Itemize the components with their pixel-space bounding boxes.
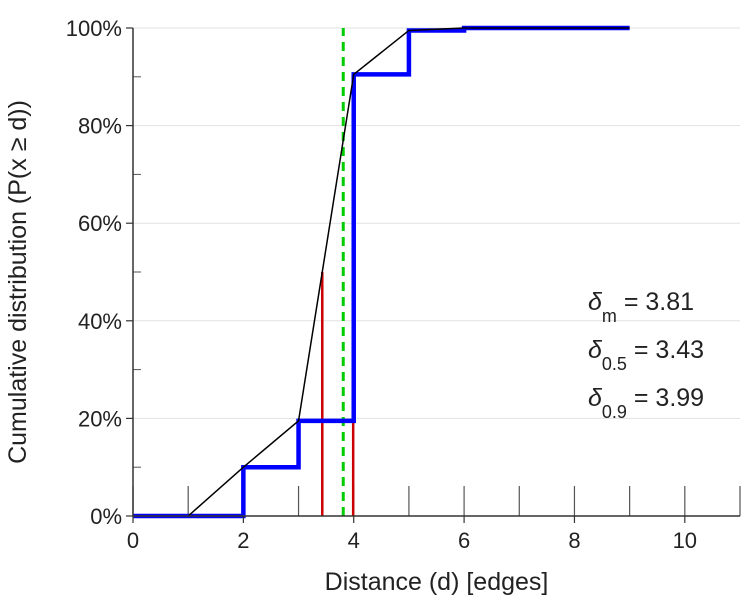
- y-tick-label: 20%: [78, 406, 122, 431]
- x-tick-label: 8: [568, 528, 580, 553]
- interpolated-cdf-line: [187, 27, 630, 517]
- reference-lines: [321, 28, 355, 516]
- y-axis-title: Cumulative distribution (P(x ≥ d)): [4, 100, 32, 464]
- step-cdf-line: [133, 25, 630, 519]
- x-tick-label: 4: [348, 528, 360, 553]
- stat-annotation: δ0.5 = 3.43: [588, 336, 704, 374]
- y-tick-label: 100%: [66, 16, 122, 41]
- y-tick-label: 0%: [90, 504, 122, 529]
- x-tick-label: 10: [673, 528, 697, 553]
- x-tick-label: 2: [237, 528, 249, 553]
- axes: [132, 28, 740, 517]
- stat-annotation: δm = 3.81: [588, 288, 694, 326]
- y-tick-label: 60%: [78, 211, 122, 236]
- x-axis-title: Distance (d) [edges]: [325, 568, 549, 596]
- grid-lines: [133, 27, 740, 419]
- statistics-annotations: δm = 3.81 δ0.5 = 3.43 δ0.9 = 3.99: [588, 288, 704, 422]
- series-group: [133, 25, 630, 519]
- y-tick-labels: 0% 20% 40% 60% 80% 100%: [66, 16, 133, 529]
- x-tick-label: 0: [127, 528, 139, 553]
- y-tick-label: 80%: [78, 114, 122, 139]
- y-tick-label: 40%: [78, 309, 122, 334]
- stat-annotation: δ0.9 = 3.99: [588, 384, 704, 422]
- x-tick-labels: 0 2 4 6 8 10: [127, 516, 697, 553]
- x-tick-label: 6: [458, 528, 470, 553]
